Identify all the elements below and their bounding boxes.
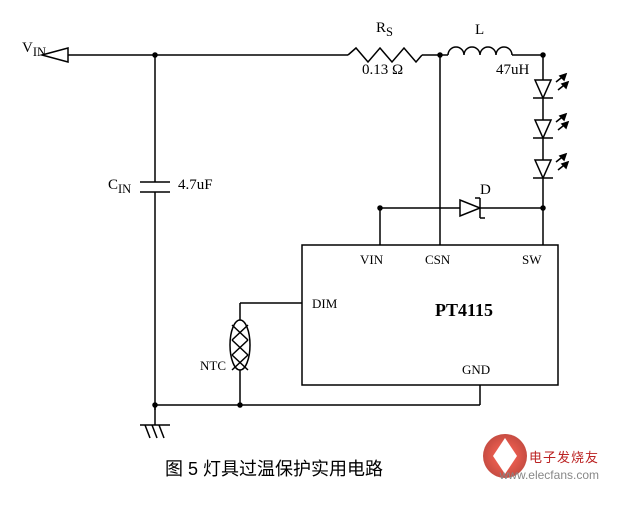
d-label: D <box>480 182 491 199</box>
pin-vin: VIN <box>360 252 383 268</box>
node <box>378 206 382 210</box>
watermark-url: www.elecfans.com <box>500 468 599 482</box>
l-value: 47uH <box>496 62 529 79</box>
figure-caption: 图 5 灯具过温保护实用电路 <box>165 455 383 481</box>
ntc-label: NTC <box>200 358 226 374</box>
cin-value: 4.7uF <box>178 177 213 194</box>
resistor-rs <box>348 48 422 62</box>
watermark-text: 电子发烧友 <box>529 447 599 466</box>
led-2 <box>533 114 568 138</box>
pin-csn: CSN <box>425 252 450 268</box>
rs-label: RS <box>376 20 393 40</box>
pin-gnd: GND <box>462 362 490 378</box>
pin-dim: DIM <box>312 296 337 312</box>
pin-sw: SW <box>522 252 542 268</box>
ntc <box>230 320 250 370</box>
ic-name: PT4115 <box>435 300 493 321</box>
rs-value: 0.13 Ω <box>362 62 403 79</box>
led-3 <box>533 154 568 178</box>
vin-label: VIN <box>22 40 46 60</box>
diode-d <box>460 198 485 218</box>
cin-label: CIN <box>108 177 131 197</box>
l-label: L <box>475 22 484 39</box>
inductor-l <box>448 47 512 55</box>
led-1 <box>533 74 568 98</box>
